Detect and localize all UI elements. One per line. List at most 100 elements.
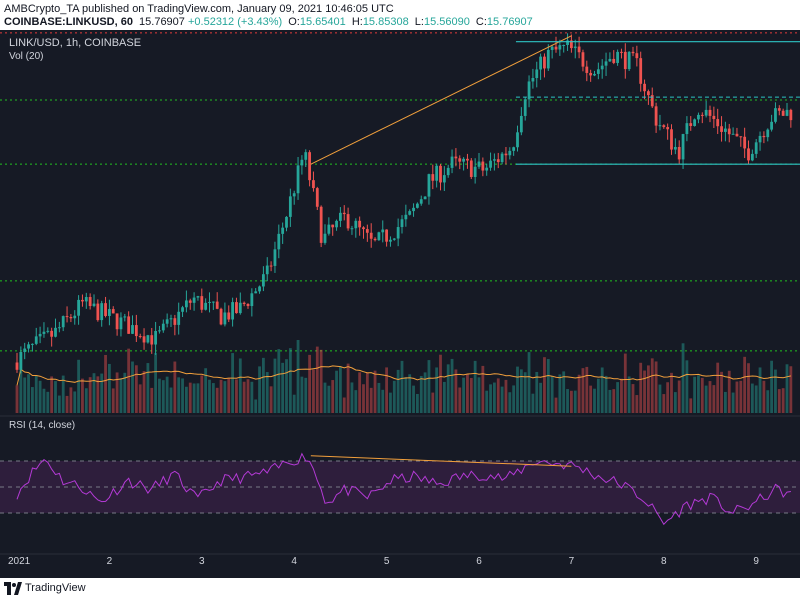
candle-body bbox=[38, 333, 42, 337]
volume-bar bbox=[81, 378, 84, 413]
volume-bar bbox=[612, 389, 616, 413]
volume-bar bbox=[235, 379, 238, 413]
volume-bar bbox=[458, 387, 462, 413]
volume-bar bbox=[543, 357, 546, 413]
volume-bar bbox=[138, 384, 142, 413]
volume-bar bbox=[739, 380, 743, 413]
candle-body bbox=[389, 239, 392, 242]
volume-bar bbox=[389, 392, 392, 413]
footer-brand: TradingView bbox=[25, 582, 86, 594]
last-price: 15.76907 bbox=[139, 16, 185, 28]
volume-bar bbox=[785, 364, 789, 413]
volume-bar bbox=[84, 388, 88, 413]
candle-body bbox=[385, 229, 388, 242]
candle-body bbox=[635, 53, 639, 59]
volume-bar bbox=[312, 369, 315, 413]
volume-bar bbox=[616, 382, 619, 413]
volume-bar bbox=[96, 376, 100, 413]
volume-bar bbox=[512, 385, 516, 413]
volume-bar bbox=[527, 352, 531, 413]
candle-body bbox=[200, 296, 204, 310]
volume-bar bbox=[439, 354, 442, 413]
candle-body bbox=[165, 319, 169, 324]
candle-body bbox=[254, 291, 258, 294]
candle-body bbox=[535, 69, 539, 78]
candle-body bbox=[585, 66, 589, 73]
volume-bar bbox=[466, 373, 469, 413]
candle-body bbox=[292, 193, 296, 197]
volume-bar bbox=[554, 397, 558, 413]
candle-body bbox=[693, 119, 696, 126]
candle-body bbox=[516, 132, 519, 148]
volume-bar bbox=[350, 382, 354, 413]
volume-bar bbox=[608, 389, 612, 413]
volume-bar bbox=[581, 368, 585, 413]
candle-body bbox=[350, 228, 354, 230]
volume-bar bbox=[519, 369, 523, 413]
candle-body bbox=[146, 335, 150, 343]
candle-body bbox=[300, 159, 304, 166]
candle-body bbox=[454, 156, 458, 159]
candle-body bbox=[673, 146, 677, 150]
candle-body bbox=[169, 318, 173, 320]
volume-bar bbox=[496, 378, 500, 413]
candle-body bbox=[481, 161, 485, 171]
chart-footer: TradingView bbox=[0, 578, 800, 600]
volume-bar bbox=[735, 381, 739, 413]
volume-bar bbox=[69, 387, 73, 413]
volume-bar bbox=[681, 343, 685, 413]
volume-bar bbox=[150, 387, 154, 413]
volume-bar bbox=[770, 360, 773, 413]
main-pane-label: LINK/USD, 1h, COINBASE bbox=[9, 37, 141, 49]
candle-body bbox=[550, 46, 554, 50]
candle-body bbox=[412, 207, 415, 212]
volume-bar bbox=[23, 377, 27, 413]
volume-bar bbox=[396, 369, 400, 413]
candle-body bbox=[192, 297, 196, 303]
candle-body bbox=[570, 40, 573, 49]
candle-body bbox=[666, 127, 670, 130]
volume-bar bbox=[73, 391, 77, 413]
candle-body bbox=[435, 165, 439, 181]
candle-body bbox=[181, 307, 184, 312]
volume-bar bbox=[427, 360, 431, 413]
volume-bar bbox=[635, 395, 639, 413]
candle-body bbox=[631, 51, 635, 54]
candle-body bbox=[689, 123, 693, 126]
volume-bar bbox=[469, 378, 473, 413]
candle-body bbox=[408, 211, 412, 215]
candle-body bbox=[381, 229, 385, 233]
volume-bar bbox=[92, 373, 96, 413]
candle-body bbox=[404, 214, 408, 220]
volume-bar bbox=[523, 372, 527, 413]
volume-bar bbox=[596, 378, 600, 413]
volume-bar bbox=[165, 376, 169, 413]
volume-bar bbox=[589, 385, 593, 413]
candle-body bbox=[61, 316, 65, 328]
candle-body bbox=[323, 233, 327, 243]
volume-bar bbox=[250, 381, 254, 413]
candle-body bbox=[681, 134, 685, 160]
volume-bar bbox=[650, 358, 654, 413]
volume-bar bbox=[442, 381, 446, 413]
volume-bar bbox=[562, 371, 566, 413]
candle-body bbox=[304, 152, 308, 160]
price-chart[interactable]: 2021 2 3 4 5 6 7 8 9 LINK/USD, 1h, COINBASE Vol … bbox=[0, 30, 800, 578]
candle-body bbox=[269, 265, 273, 267]
volume-bar bbox=[142, 371, 146, 413]
volume-bar bbox=[700, 377, 704, 413]
volume-bar bbox=[34, 375, 38, 413]
volume-bar bbox=[208, 379, 211, 413]
candle-body bbox=[312, 180, 315, 189]
candle-body bbox=[747, 148, 750, 161]
candle-body bbox=[519, 115, 523, 133]
candle-body bbox=[493, 159, 496, 161]
candle-body bbox=[54, 327, 57, 337]
candle-body bbox=[57, 327, 61, 329]
candle-body bbox=[589, 72, 593, 76]
volume-bar bbox=[200, 375, 204, 413]
volume-bar bbox=[188, 382, 192, 413]
volume-bar bbox=[762, 380, 766, 413]
x-tick-label: 2 bbox=[107, 556, 113, 567]
volume-bar bbox=[258, 366, 261, 413]
